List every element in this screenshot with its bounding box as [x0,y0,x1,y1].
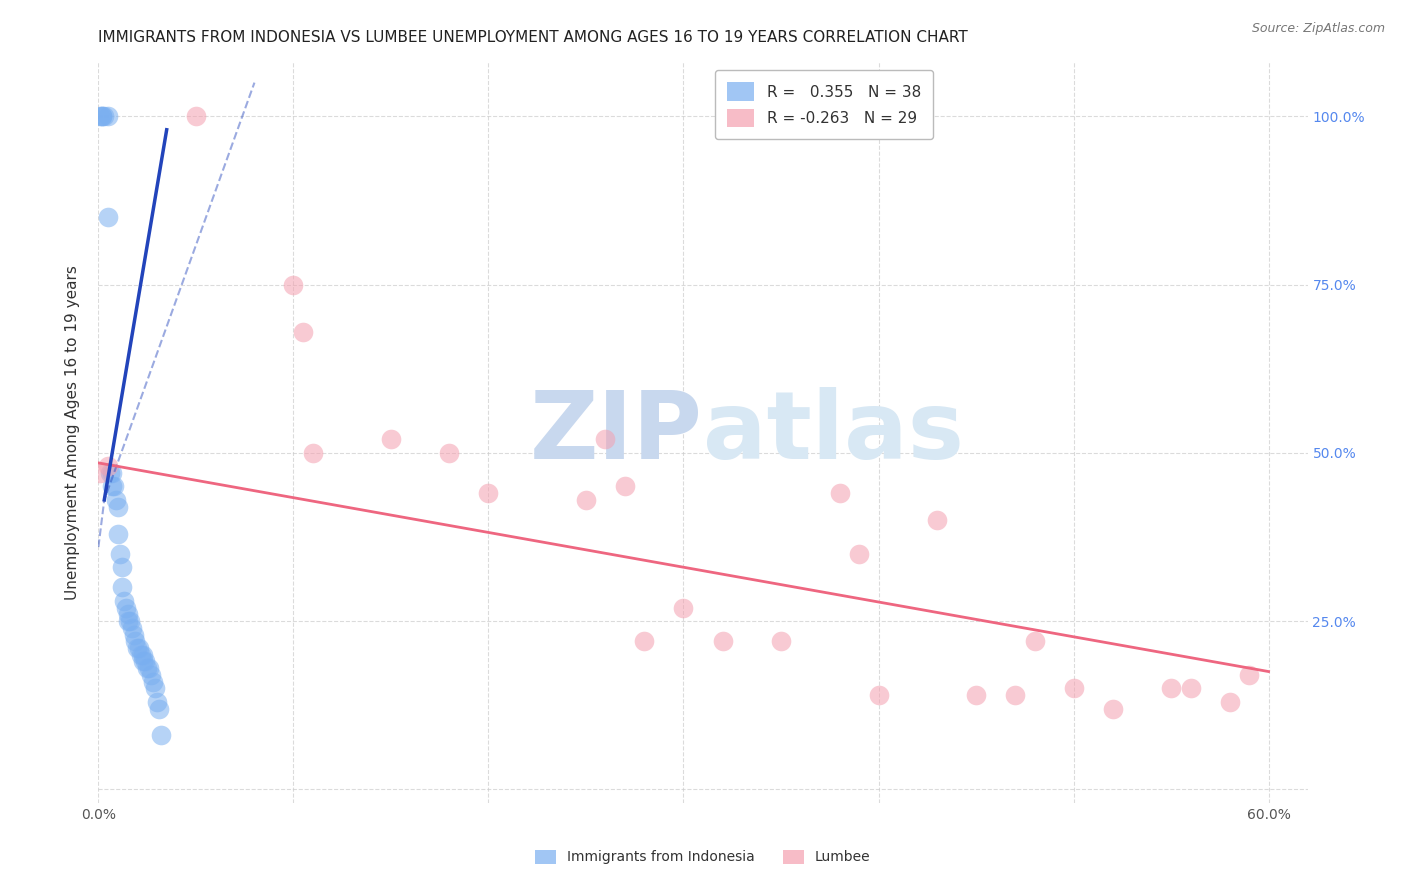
Point [101,466,124,480]
Point [89,109,111,123]
Text: Source: ZipAtlas.com: Source: ZipAtlas.com [1251,22,1385,36]
Point [614,479,637,493]
Point [138,661,160,675]
Point [1237,668,1260,682]
Point [769,634,792,648]
Point [101,479,124,493]
Point [1101,701,1123,715]
Point [97,109,120,123]
Point [302,446,325,460]
Point [112,594,135,608]
Point [103,479,125,493]
Point [118,614,141,628]
Point [925,513,948,527]
Point [146,695,169,709]
Point [965,688,987,702]
Point [111,560,134,574]
Point [132,655,155,669]
Point [1024,634,1046,648]
Point [139,668,162,682]
Point [143,681,166,696]
Text: ZIP: ZIP [530,386,703,479]
Point [97,459,120,474]
Legend: R =   0.355   N = 38, R = -0.263   N = 29: R = 0.355 N = 38, R = -0.263 N = 29 [714,70,934,139]
Point [107,500,129,514]
Point [98,466,121,480]
Point [595,433,617,447]
Y-axis label: Unemployment Among Ages 16 to 19 years: Unemployment Among Ages 16 to 19 years [65,265,80,600]
Point [127,640,149,655]
Point [149,729,172,743]
Point [868,688,890,702]
Point [142,674,165,689]
Point [128,640,150,655]
Point [97,211,120,225]
Point [91,109,114,123]
Point [117,607,139,622]
Point [117,614,139,628]
Point [132,648,155,662]
Point [1219,695,1241,709]
Point [121,621,143,635]
Point [672,600,695,615]
Point [134,655,156,669]
Point [292,325,315,339]
Point [1004,688,1026,702]
Point [124,634,146,648]
Point [108,547,131,561]
Point [711,634,734,648]
Point [1180,681,1202,696]
Point [93,109,115,123]
Point [184,109,207,123]
Point [477,486,499,500]
Point [1160,681,1182,696]
Point [148,701,170,715]
Point [89,466,111,480]
Point [131,648,153,662]
Point [633,634,655,648]
Point [104,492,127,507]
Point [828,486,851,500]
Point [1063,681,1085,696]
Point [91,109,114,123]
Point [380,433,402,447]
Point [114,600,136,615]
Point [848,547,870,561]
Point [439,446,461,460]
Point [111,581,134,595]
Point [122,627,145,641]
Point [283,277,305,292]
Text: atlas: atlas [703,386,965,479]
Point [575,492,598,507]
Point [107,526,129,541]
Point [136,661,159,675]
Text: IMMIGRANTS FROM INDONESIA VS LUMBEE UNEMPLOYMENT AMONG AGES 16 TO 19 YEARS CORRE: IMMIGRANTS FROM INDONESIA VS LUMBEE UNEM… [98,29,969,45]
